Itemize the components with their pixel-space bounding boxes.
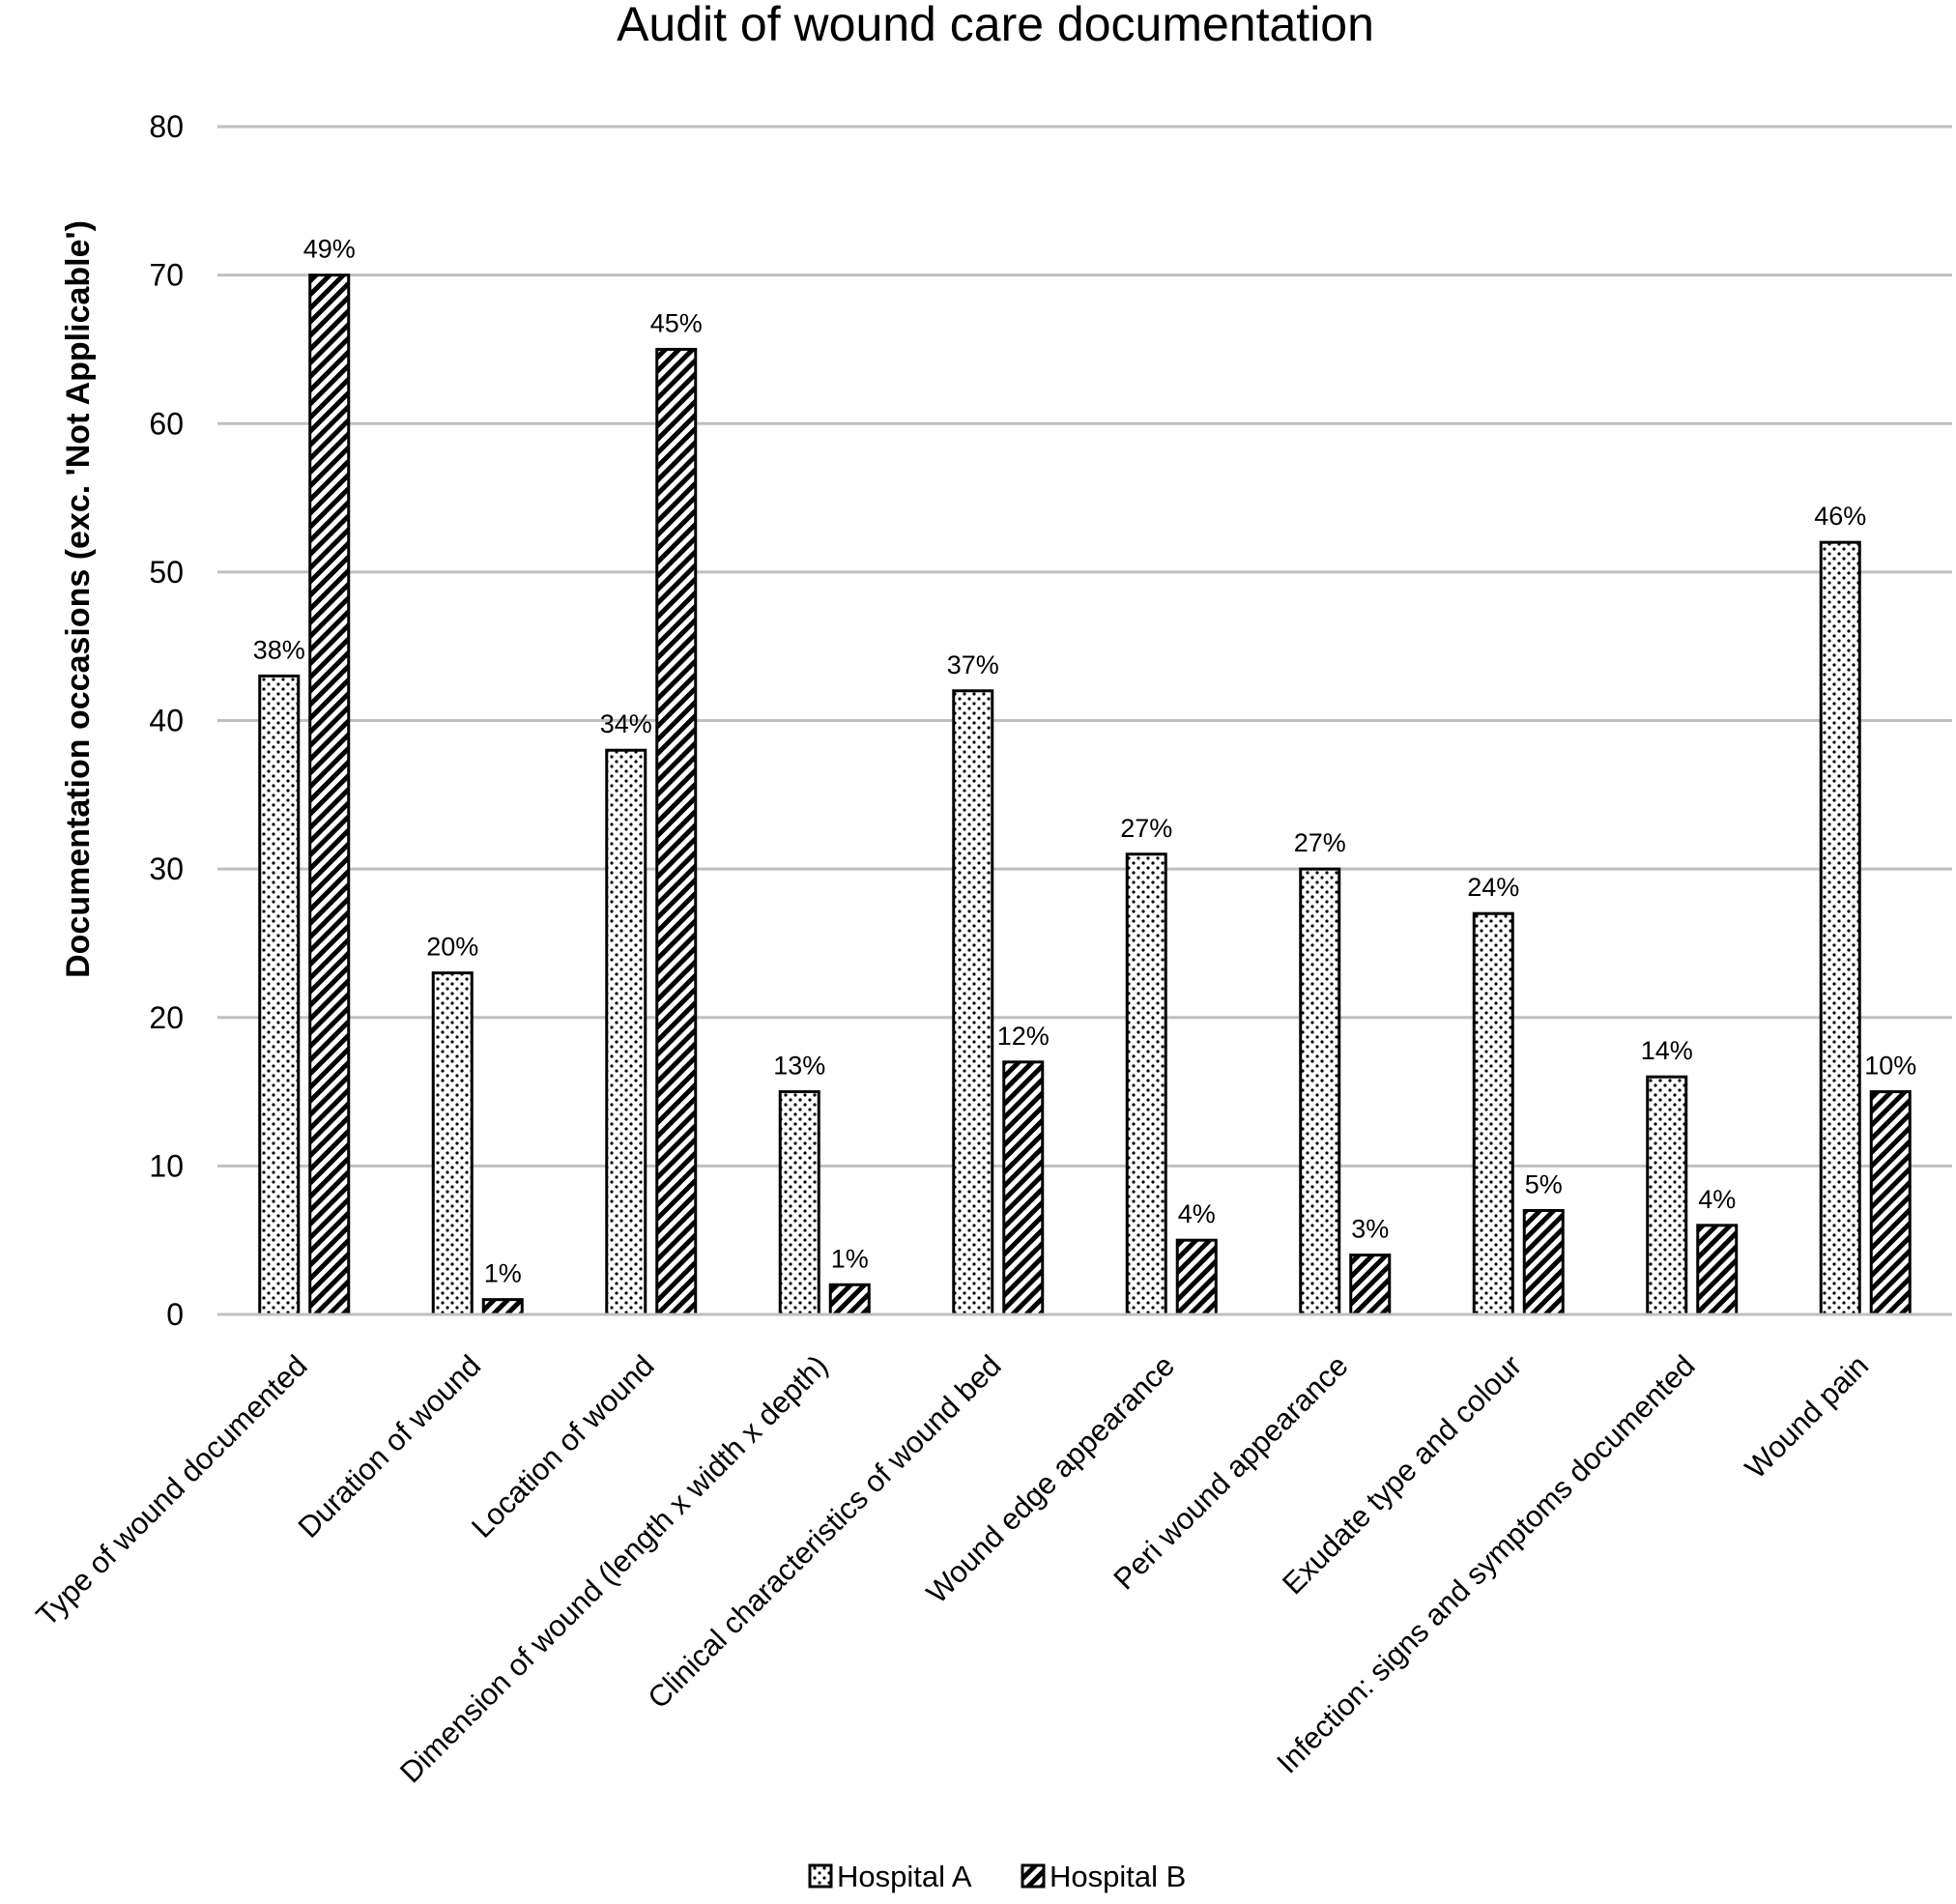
data-label: 37% — [947, 650, 999, 679]
data-label: 38% — [253, 635, 305, 664]
data-label: 4% — [1698, 1185, 1736, 1214]
legend-swatch-hospital-b — [1021, 1863, 1046, 1889]
data-label: 1% — [484, 1259, 522, 1288]
bar-hospital-b — [1522, 1208, 1565, 1316]
bar-hospital-a — [1125, 852, 1167, 1316]
bar-hospital-a — [258, 674, 301, 1316]
bar-hospital-a — [1299, 867, 1341, 1316]
data-label: 27% — [1120, 814, 1172, 843]
bars — [258, 274, 1912, 1316]
bar-hospital-b — [828, 1283, 871, 1316]
data-labels: 38% 49% 20% 1% 34% 45% 13% 1% 37% 12% 27% 4% 27% 3% 24… — [253, 235, 1917, 1288]
legend-label-hospital-a: Hospital A — [837, 1860, 972, 1893]
x-category-label: Location of wound — [465, 1348, 661, 1544]
data-label: 46% — [1814, 502, 1866, 531]
bar-hospital-b — [1696, 1224, 1739, 1316]
x-category-label: Clinical characteristics of wound bed — [641, 1348, 1007, 1715]
y-tick-label: 80 — [149, 109, 184, 144]
x-category-label: Duration of wound — [292, 1348, 488, 1544]
x-category-label: Wound pain — [1739, 1348, 1875, 1485]
y-tick-label: 60 — [149, 406, 184, 441]
y-tick-label: 50 — [149, 555, 184, 590]
data-label: 13% — [773, 1052, 825, 1081]
y-tick-label: 20 — [149, 1000, 184, 1035]
bar-hospital-a — [1819, 540, 1861, 1316]
data-label: 12% — [997, 1022, 1050, 1051]
data-label: 3% — [1351, 1215, 1389, 1244]
bar-hospital-b — [481, 1298, 524, 1316]
data-label: 27% — [1294, 828, 1346, 857]
data-label: 45% — [650, 308, 703, 337]
bar-hospital-a — [952, 689, 994, 1316]
bar-hospital-a — [431, 971, 474, 1316]
bar-hospital-a — [605, 748, 647, 1316]
y-tick-label: 70 — [149, 258, 184, 293]
x-category-label: Type of wound documented — [30, 1348, 314, 1632]
y-tick-label: 0 — [166, 1297, 184, 1332]
data-label: 1% — [831, 1244, 869, 1273]
bar-hospital-b — [1002, 1060, 1045, 1316]
bar-hospital-a — [778, 1090, 820, 1316]
data-label: 10% — [1864, 1052, 1916, 1081]
legend-swatch-hospital-a — [808, 1863, 833, 1889]
bar-hospital-b — [1349, 1254, 1392, 1316]
bar-hospital-b — [1175, 1238, 1218, 1316]
chart-title: Audit of wound care documentation — [617, 0, 1374, 51]
bar-hospital-a — [1472, 911, 1514, 1316]
y-axis-label: Documentation occasions (exc. 'Not Appli… — [60, 220, 97, 978]
bar-hospital-b — [308, 274, 351, 1316]
bar-hospital-b — [655, 347, 698, 1316]
y-axis-ticks: 0 10 20 30 40 50 60 70 80 — [149, 109, 184, 1332]
gridlines — [217, 125, 1952, 1168]
data-label: 20% — [426, 933, 478, 962]
y-tick-label: 40 — [149, 704, 184, 738]
data-label: 5% — [1525, 1169, 1563, 1198]
data-label: 49% — [303, 235, 356, 264]
data-label: 4% — [1178, 1199, 1216, 1228]
data-label: 34% — [600, 709, 652, 738]
y-tick-label: 10 — [149, 1148, 184, 1183]
bar-hospital-b — [1869, 1090, 1912, 1316]
data-label: 14% — [1641, 1036, 1693, 1065]
legend: Hospital A Hospital B — [808, 1860, 1186, 1893]
y-tick-label: 30 — [149, 851, 184, 886]
bar-hospital-a — [1646, 1075, 1688, 1316]
data-label: 24% — [1467, 873, 1519, 902]
legend-label-hospital-b: Hospital B — [1050, 1860, 1186, 1893]
